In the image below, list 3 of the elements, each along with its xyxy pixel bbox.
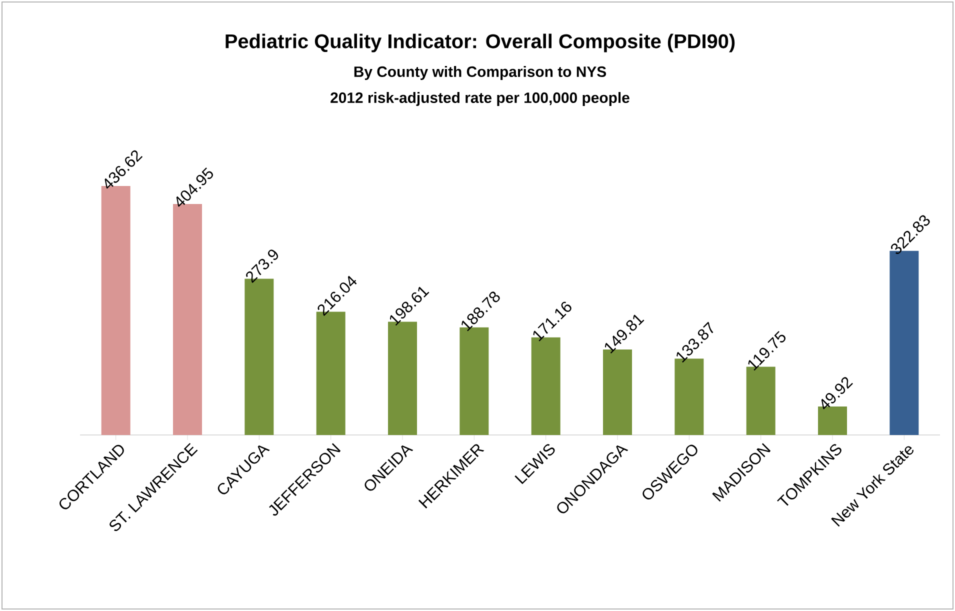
text: 2012 risk-adjusted rate per 100,000 people xyxy=(330,92,630,106)
chart-subtitle: By County with Comparison to NYS xyxy=(354,66,606,80)
chart-title: Pediatric Quality Indicator: Overall Composite (PDI90) xyxy=(226,34,735,52)
